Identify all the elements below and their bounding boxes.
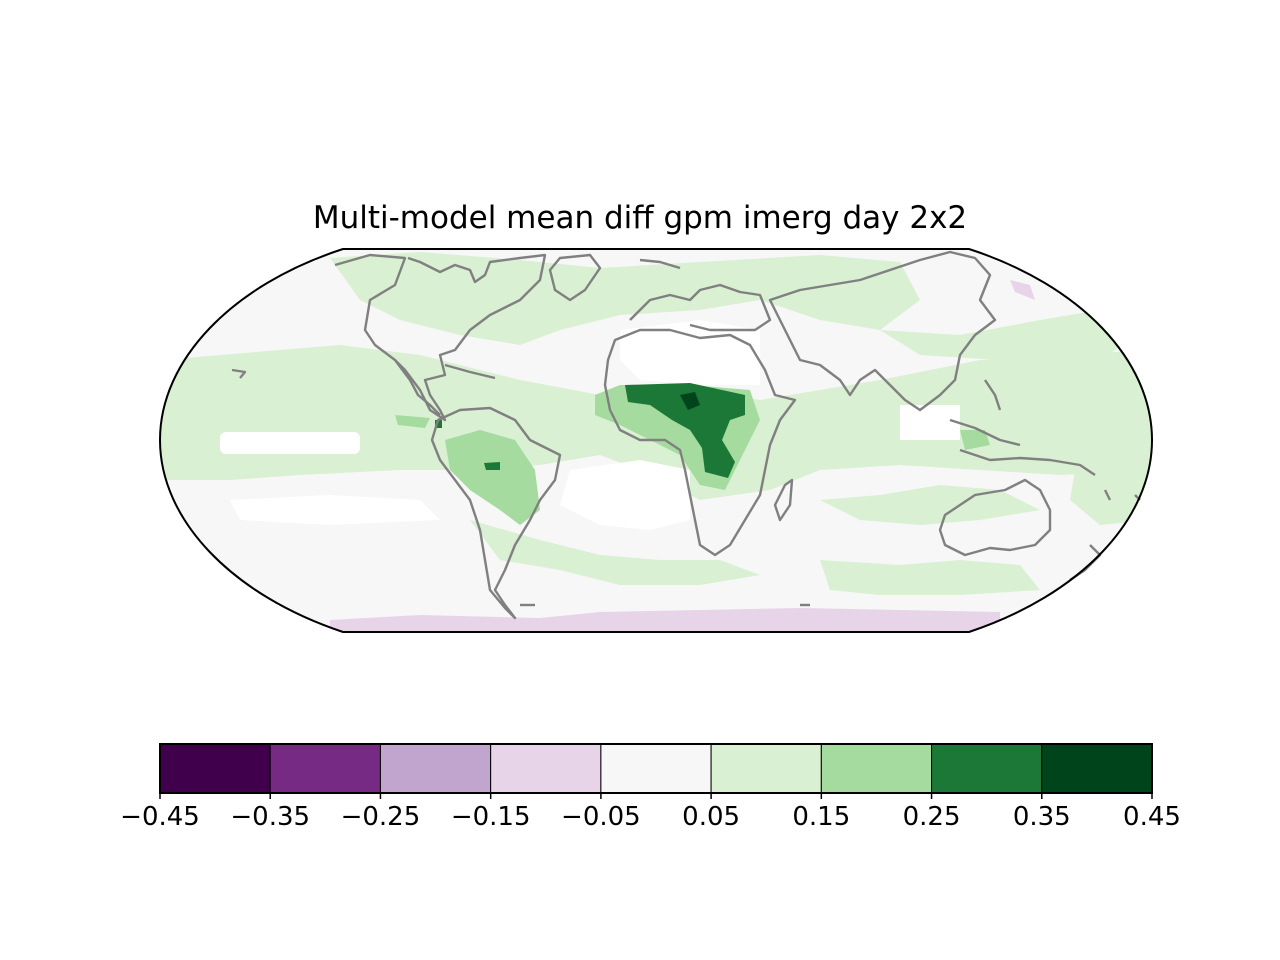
australia-coast — [938, 478, 1052, 557]
colorbar-box — [600, 743, 712, 794]
colorbar-box — [1041, 743, 1153, 794]
colorbar-box — [490, 743, 602, 794]
north-america-coast — [334, 253, 547, 422]
map-boundary — [158, 248, 1154, 633]
coastlines — [231, 250, 1141, 620]
europe-coast — [629, 283, 772, 332]
colorbar-box — [269, 743, 381, 794]
colorbar-tick-label: −0.35 — [230, 802, 310, 832]
colorbar-outline — [159, 743, 1153, 794]
colorbar-tick-label: 0.05 — [682, 802, 740, 832]
colorbar-boxes — [159, 743, 1153, 794]
negative-antarctic-band — [330, 280, 1035, 632]
colorbar-ticks: −0.45 −0.35 −0.25 −0.15 −0.05 0.05 0.15 0.25 0.3… — [120, 793, 1181, 832]
colorbar-box — [710, 743, 822, 794]
colorbar-tick-label: −0.25 — [341, 802, 421, 832]
colorbar-box — [379, 743, 492, 794]
colorbar-tick-label: 0.15 — [792, 802, 850, 832]
colorbar-tick-label: −0.15 — [451, 802, 531, 832]
colorbar-tick-label: 0.25 — [903, 802, 961, 832]
peak-positive-patch — [680, 392, 700, 410]
colorbar-box — [931, 743, 1043, 794]
colorbar-box — [159, 743, 271, 794]
asia-coast — [768, 250, 997, 412]
zero-white-patches — [220, 320, 960, 530]
colorbar-tick-label: −0.45 — [120, 802, 200, 832]
colorbar-box — [820, 743, 933, 794]
africa-coast — [603, 328, 797, 557]
colorbar-tick-label: 0.45 — [1123, 802, 1181, 832]
colorbar-tick-label: −0.05 — [561, 802, 641, 832]
colorbar-tick-label: 0.35 — [1013, 802, 1071, 832]
map-title: Multi-model mean diff gpm imerg day 2x2 — [312, 200, 968, 236]
south-america-coast — [430, 406, 562, 620]
